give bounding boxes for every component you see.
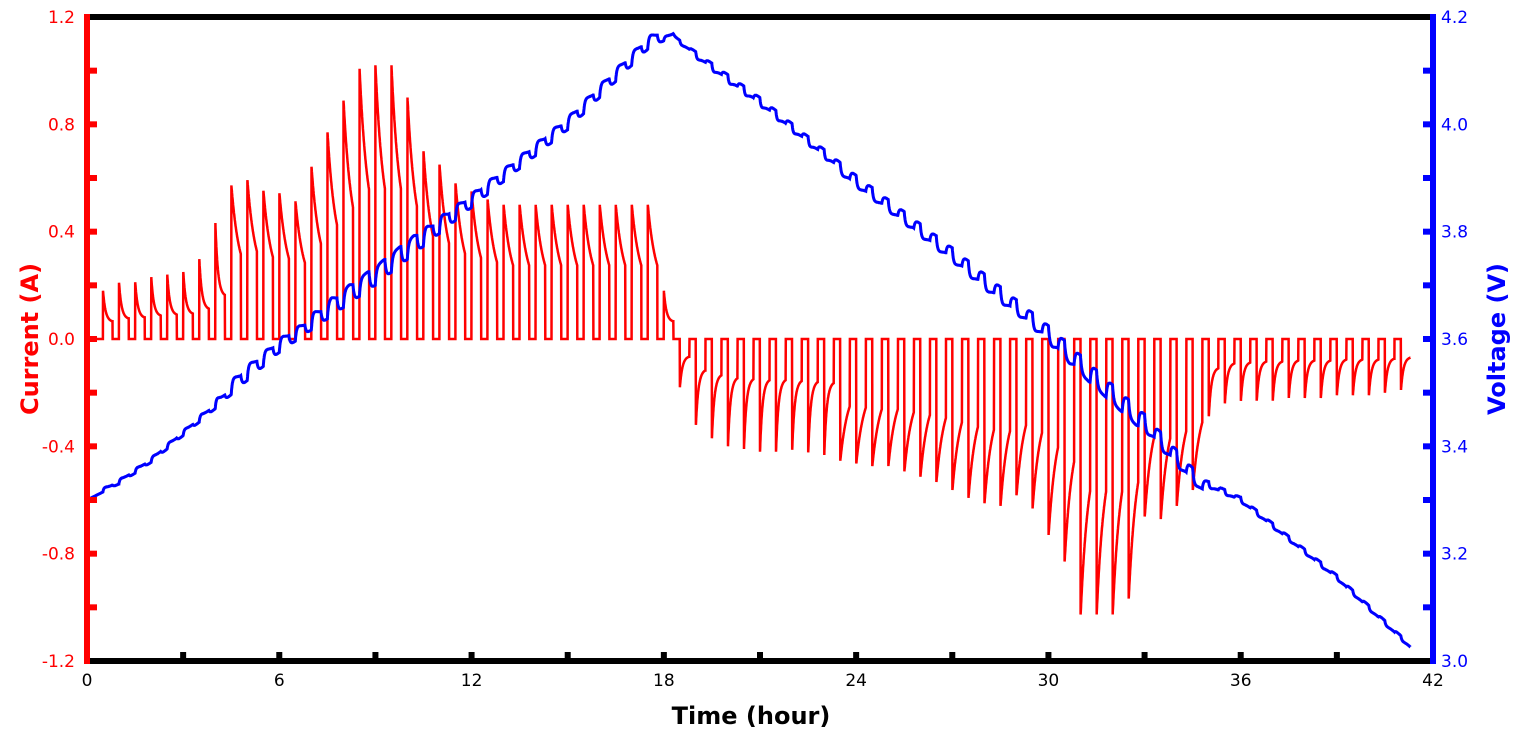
y-left-tick-label: -0.8 [42, 545, 75, 565]
y-left-tick-label: 0.8 [48, 115, 75, 135]
y-right-tick-label: 3.4 [1441, 437, 1468, 457]
x-tick-label: 36 [1230, 671, 1252, 691]
x-tick-label: 12 [461, 671, 483, 691]
y-right-tick-label: 3.0 [1441, 652, 1468, 672]
x-tick-label: 18 [653, 671, 675, 691]
current-series-line [87, 65, 1412, 615]
y-right-tick-label: 4.0 [1441, 115, 1468, 135]
y-right-axis-label: Voltage (V) [1483, 263, 1511, 415]
y-left-axis-label: Current (A) [16, 263, 44, 415]
x-tick-label: 0 [82, 671, 93, 691]
x-tick-label: 42 [1422, 671, 1444, 691]
y-right-tick-label: 3.2 [1441, 545, 1468, 565]
voltage-series-line [86, 31, 1412, 649]
x-axis-label: Time (hour) [672, 702, 831, 730]
y-left-tick-label: -0.4 [42, 437, 75, 457]
x-tick-label: 6 [274, 671, 285, 691]
y-left-tick-label: 1.2 [48, 8, 75, 28]
y-right-tick-label: 3.8 [1441, 223, 1468, 243]
y-left-tick-label: -1.2 [42, 652, 75, 672]
y-right-tick-label: 3.6 [1441, 330, 1468, 350]
y-right-tick-label: 4.2 [1441, 8, 1468, 28]
x-tick-label: 30 [1038, 671, 1060, 691]
traces [86, 31, 1412, 649]
x-tick-label: 24 [845, 671, 867, 691]
y-left-tick-label: 0.4 [48, 223, 75, 243]
y-left-tick-label: 0.0 [48, 330, 75, 350]
axes: 0 6 12 18 24 30 36 42 1.2 0.8 0.4 0.0 -0.4 -0.8 -1.2 4.… [42, 8, 1468, 691]
